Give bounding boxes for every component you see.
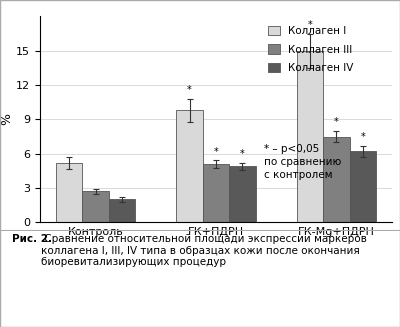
Text: *: *: [240, 149, 245, 160]
Bar: [56, 163, 82, 222]
Legend: Коллаген I, Коллаген III, Коллаген IV: Коллаген I, Коллаген III, Коллаген IV: [264, 22, 358, 77]
Text: *: *: [360, 132, 365, 142]
Bar: [229, 166, 256, 222]
Bar: [297, 51, 323, 222]
Text: *: *: [214, 146, 218, 157]
Bar: [82, 192, 109, 222]
Bar: [176, 110, 203, 222]
Text: *: *: [187, 85, 192, 95]
Text: Сравнение относительной площади экспрессии маркеров коллагена I, III, IV типа в : Сравнение относительной площади экспресс…: [41, 234, 366, 267]
Text: Рис. 2.: Рис. 2.: [12, 234, 52, 244]
Bar: [323, 137, 350, 222]
Bar: [350, 151, 376, 222]
Text: *: *: [334, 117, 339, 127]
Text: *: *: [308, 20, 312, 30]
Bar: [109, 199, 135, 222]
Y-axis label: %: %: [0, 113, 13, 125]
Text: * – p<0,05
по сравнению
с контролем: * – p<0,05 по сравнению с контролем: [264, 144, 341, 181]
Bar: [203, 164, 229, 222]
